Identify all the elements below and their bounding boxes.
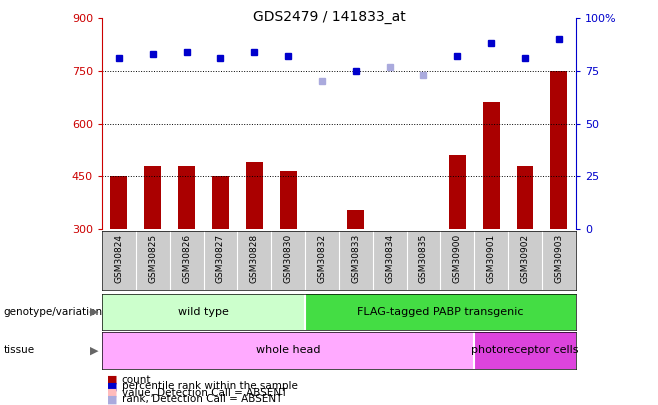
Text: GSM30833: GSM30833	[351, 234, 361, 283]
Text: GDS2479 / 141833_at: GDS2479 / 141833_at	[253, 10, 405, 24]
Text: GSM30830: GSM30830	[284, 234, 293, 283]
Bar	[347, 209, 365, 229]
Text: genotype/variation: genotype/variation	[3, 307, 103, 317]
Text: photoreceptor cells: photoreceptor cells	[471, 345, 579, 355]
Text: value, Detection Call = ABSENT: value, Detection Call = ABSENT	[122, 388, 287, 398]
Text: tissue: tissue	[3, 345, 34, 355]
Text: GSM30901: GSM30901	[487, 234, 495, 283]
Text: GSM30902: GSM30902	[520, 234, 530, 283]
Bar	[550, 71, 567, 229]
Bar	[449, 155, 466, 229]
Bar	[144, 166, 161, 229]
Text: GSM30828: GSM30828	[250, 234, 259, 283]
Text: count: count	[122, 375, 151, 385]
Bar	[246, 162, 263, 229]
Text: GSM30825: GSM30825	[148, 234, 157, 283]
Text: GSM30835: GSM30835	[419, 234, 428, 283]
Text: GSM30824: GSM30824	[114, 234, 124, 283]
Text: ■: ■	[107, 382, 117, 391]
Text: percentile rank within the sample: percentile rank within the sample	[122, 382, 297, 391]
Bar	[517, 166, 534, 229]
Bar	[483, 102, 499, 229]
Bar	[102, 294, 305, 330]
Text: GSM30834: GSM30834	[385, 234, 394, 283]
Bar	[102, 332, 474, 369]
Text: wild type: wild type	[178, 307, 229, 317]
Text: GSM30826: GSM30826	[182, 234, 191, 283]
Text: GSM30900: GSM30900	[453, 234, 462, 283]
Bar	[212, 176, 229, 229]
Bar	[111, 176, 128, 229]
Text: ▶: ▶	[90, 345, 99, 355]
Text: GSM30827: GSM30827	[216, 234, 225, 283]
Text: ■: ■	[107, 394, 117, 404]
Text: whole head: whole head	[256, 345, 320, 355]
Text: GSM30903: GSM30903	[554, 234, 563, 283]
Bar	[305, 294, 576, 330]
Text: ■: ■	[107, 388, 117, 398]
Text: rank, Detection Call = ABSENT: rank, Detection Call = ABSENT	[122, 394, 282, 404]
Text: ▶: ▶	[90, 307, 99, 317]
Text: ■: ■	[107, 375, 117, 385]
Text: GSM30832: GSM30832	[317, 234, 326, 283]
Bar	[474, 332, 576, 369]
Text: FLAG-tagged PABP transgenic: FLAG-tagged PABP transgenic	[357, 307, 524, 317]
Bar	[280, 171, 297, 229]
Bar	[178, 166, 195, 229]
